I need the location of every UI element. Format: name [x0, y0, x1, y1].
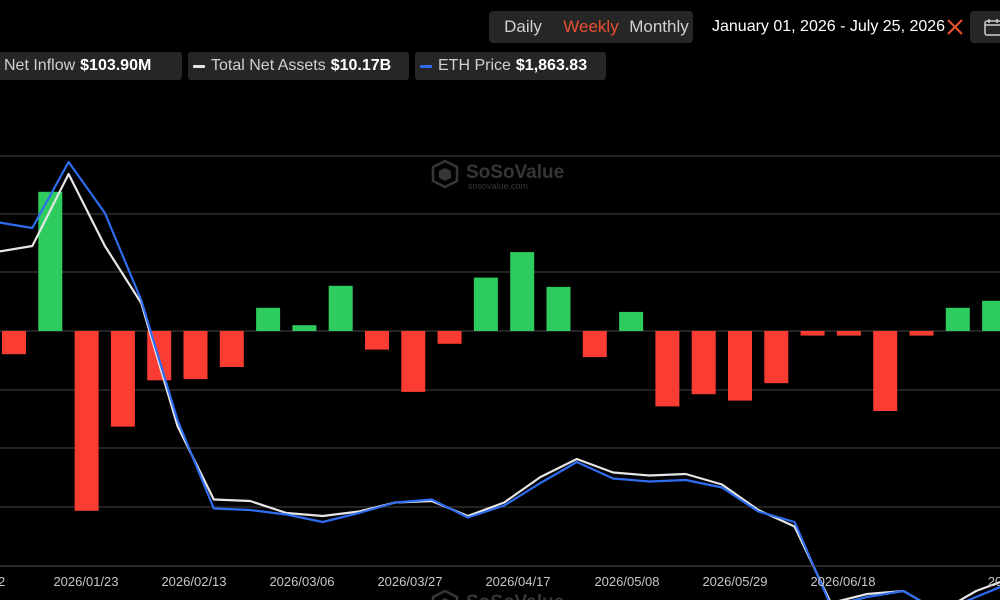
net-inflow-bar[interactable] [982, 300, 1000, 331]
net-inflow-bar[interactable] [328, 285, 353, 331]
legend-eth-price-label: ETH Price [438, 57, 511, 74]
net-inflow-bar[interactable] [546, 286, 571, 331]
net-inflow-bar[interactable] [619, 311, 644, 331]
eth-price-swatch [420, 64, 432, 68]
price-lines [0, 160, 1000, 600]
net-inflow-bar[interactable] [292, 325, 317, 331]
watermark-brand: SoSoValue [466, 162, 564, 183]
net-inflow-bar[interactable] [510, 252, 535, 331]
calendar-icon [984, 19, 1000, 36]
net-inflow-bar[interactable] [873, 331, 898, 411]
x-tick-label: 20 [988, 574, 1000, 589]
net-inflow-bar[interactable] [74, 331, 99, 511]
total-net-assets-line [0, 172, 1000, 600]
watermark-url: sosovalue.com [468, 181, 528, 191]
x-tick-label: 2026/01/23 [53, 574, 118, 589]
watermark-logo: SoSoValue sosovalue.com [431, 159, 564, 191]
legend-eth-price[interactable]: ETH Price $1,863.83 [415, 52, 606, 80]
period-tabs: Daily Weekly Monthly [489, 11, 693, 43]
x-axis: 02 2026/01/23 2026/02/13 2026/03/06 2026/03/… [0, 565, 1000, 589]
net-inflow-bar[interactable] [764, 331, 789, 384]
tab-weekly[interactable]: Weekly [563, 17, 619, 36]
x-tick-label: 2026/05/29 [702, 574, 767, 589]
net-inflow-bars [2, 191, 1000, 511]
x-tick-label: 02 [0, 574, 5, 589]
net-inflow-bar[interactable] [256, 307, 281, 331]
watermark-logo-bottom: SoSoValue [431, 589, 564, 600]
net-inflow-bar[interactable] [110, 331, 135, 427]
net-inflow-bar[interactable] [401, 331, 426, 392]
tab-monthly[interactable]: Monthly [629, 17, 689, 36]
close-icon [947, 19, 963, 35]
legend-net-inflow-value: $103.90M [80, 57, 152, 74]
x-tick-label: 2026/03/27 [377, 574, 442, 589]
legend-net-inflow-label: l Net Inflow [0, 57, 76, 74]
net-inflow-bar[interactable] [728, 331, 752, 401]
x-tick-label: 2026/03/06 [269, 574, 334, 589]
net-inflow-bar[interactable] [473, 277, 498, 331]
legend-net-assets[interactable]: Total Net Assets $10.17B [188, 52, 409, 80]
clear-date-button[interactable] [944, 14, 966, 40]
date-range[interactable]: January 01, 2026 - July 25, 2026 [712, 18, 946, 35]
x-tick-label: 2026/05/08 [594, 574, 659, 589]
net-inflow-bar[interactable] [437, 331, 462, 344]
net-inflow-bar[interactable] [38, 191, 63, 331]
legend-eth-price-value: $1,863.83 [515, 57, 588, 74]
legend-net-inflow[interactable]: l Net Inflow $103.90M [0, 52, 182, 80]
net-inflow-bar[interactable] [365, 331, 389, 350]
net-inflow-bar[interactable] [909, 331, 934, 336]
net-inflow-bar[interactable] [655, 331, 680, 407]
watermark-brand-bottom: SoSoValue [466, 592, 564, 600]
net-inflow-bar[interactable] [582, 331, 607, 358]
calendar-button[interactable] [970, 11, 1000, 43]
tab-daily[interactable]: Daily [504, 17, 542, 36]
net-inflow-bar[interactable] [219, 331, 244, 367]
net-inflow-bar[interactable] [691, 331, 716, 395]
net-inflow-bar[interactable] [836, 331, 861, 336]
net-inflow-bar[interactable] [2, 331, 26, 355]
net-assets-swatch [193, 64, 205, 68]
x-tick-label: 2026/02/13 [161, 574, 226, 589]
x-tick-label: 2026/04/17 [485, 574, 550, 589]
net-inflow-bar[interactable] [183, 331, 208, 380]
eth-price-line [0, 160, 1000, 600]
net-inflow-bar[interactable] [945, 307, 970, 331]
x-tick-label: 2026/06/18 [810, 574, 875, 589]
net-inflow-bar[interactable] [800, 331, 825, 336]
legend-net-assets-label: Total Net Assets [211, 57, 326, 74]
legend-net-assets-value: $10.17B [330, 57, 392, 74]
